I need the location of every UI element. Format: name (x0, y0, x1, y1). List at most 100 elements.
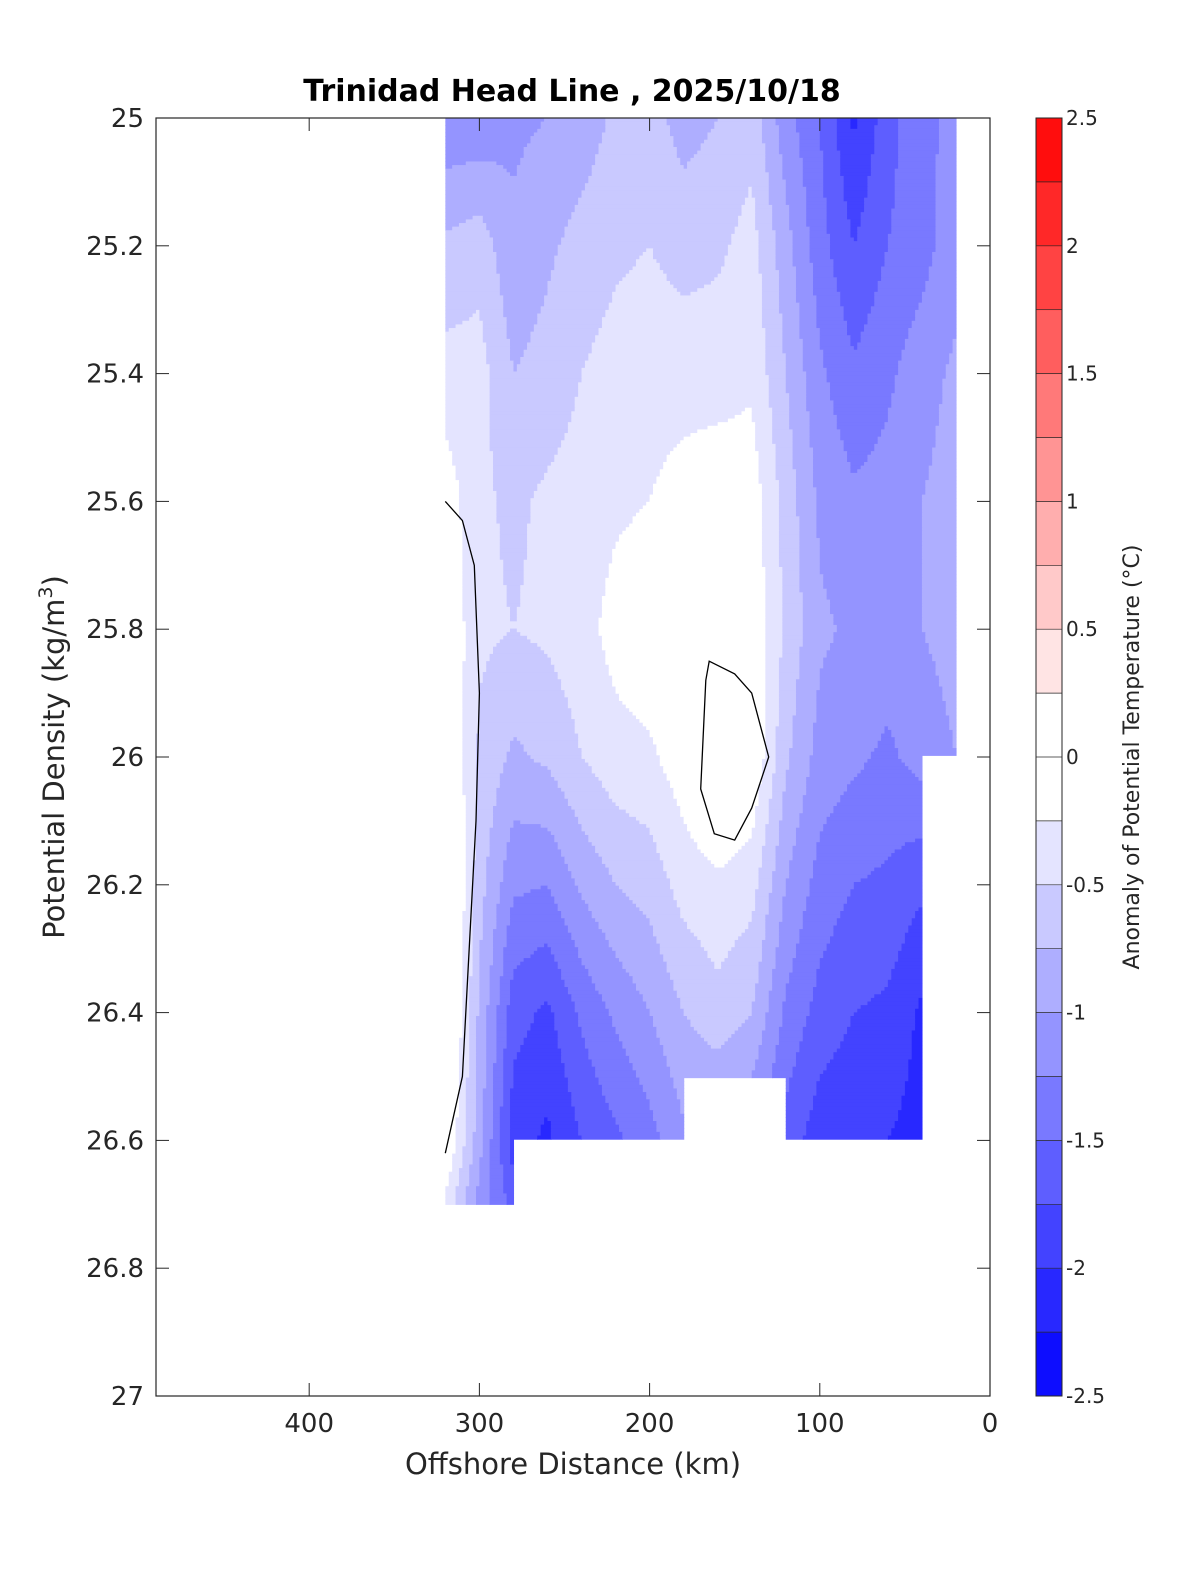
contour-cell (639, 990, 678, 995)
contour-cell (761, 291, 780, 297)
contour-cell (792, 259, 811, 264)
contour-cell (445, 805, 467, 811)
contour-cell (697, 936, 739, 941)
contour-cell (789, 766, 811, 771)
contour-cell (952, 737, 957, 742)
contour-cell (550, 1128, 579, 1133)
contour-cell (778, 943, 797, 948)
contour-cell (823, 154, 841, 159)
contour-cell (510, 1121, 545, 1126)
contour-cell (663, 867, 760, 872)
contour-cell (792, 737, 814, 742)
contour-cell (765, 679, 780, 684)
contour-cell (843, 179, 869, 184)
contour-cell (486, 1008, 498, 1013)
contour-cell (445, 1146, 457, 1151)
contour-cell (479, 961, 494, 966)
contour-cell (867, 317, 916, 322)
contour-cell (445, 433, 491, 438)
contour-cell (493, 958, 504, 963)
contour-cell (601, 643, 766, 648)
contour-cell (510, 606, 518, 612)
contour-cell (523, 353, 589, 358)
contour-cell (812, 284, 838, 289)
contour-cell (847, 900, 923, 905)
contour-cell (489, 1149, 501, 1155)
contour-cell (860, 1005, 920, 1010)
contour-cell (547, 766, 593, 771)
contour-cell (935, 186, 957, 192)
contour-cell (506, 1005, 542, 1010)
contour-cell (591, 1059, 630, 1064)
contour-cell (666, 1059, 756, 1064)
contour-cell (465, 805, 477, 811)
contour-cell (819, 965, 896, 970)
contour-cell (772, 215, 790, 220)
contour-cell (465, 643, 498, 648)
contour-cell (901, 1102, 923, 1108)
contour-cell (544, 299, 613, 304)
contour-cell (571, 994, 603, 999)
contour-cell (799, 331, 821, 336)
contour-cell (891, 219, 937, 224)
contour-cell (775, 472, 797, 478)
contour-cell (506, 168, 518, 173)
contour-cell (445, 657, 467, 662)
contour-cell (690, 433, 756, 438)
contour-cell (527, 143, 600, 148)
contour-cell (785, 371, 807, 376)
contour-cell (574, 1110, 613, 1115)
contour-cell (945, 371, 957, 376)
contour-cell (748, 921, 766, 927)
contour-cell (795, 501, 817, 507)
contour-cell (520, 360, 586, 365)
contour-cell (843, 309, 872, 315)
contour-cell (809, 248, 831, 253)
contour-cell (765, 932, 780, 937)
contour-cell (826, 215, 848, 220)
contour-cell (445, 983, 463, 988)
contour-cell (772, 414, 790, 420)
contour-cell (496, 1026, 508, 1032)
contour-cell (911, 320, 957, 325)
contour-cell (819, 961, 896, 966)
contour-cell (819, 338, 852, 344)
contour-cell (761, 288, 780, 293)
contour-cell (622, 889, 675, 894)
contour-cell (445, 342, 487, 347)
contour-cell (799, 154, 824, 159)
contour-cell (870, 157, 899, 163)
contour-cell (942, 393, 957, 398)
contour-cell (506, 939, 576, 945)
contour-cell (697, 842, 746, 847)
contour-cell (445, 708, 463, 713)
contour-cell (704, 853, 736, 858)
contour-cell (445, 1106, 460, 1111)
contour-cell (782, 621, 804, 626)
contour-cell (785, 1124, 807, 1129)
contour-cell (496, 1023, 508, 1028)
contour-cell (462, 675, 484, 680)
contour-cell (482, 929, 494, 934)
contour-cell (823, 183, 845, 188)
contour-cell (530, 136, 603, 141)
contour-cell (506, 603, 521, 608)
contour-cell (472, 968, 480, 974)
contour-cell (513, 1066, 566, 1071)
contour-cell (516, 628, 600, 633)
contour-cell (632, 519, 763, 525)
contour-cell (653, 737, 766, 742)
contour-cell (462, 791, 477, 796)
contour-cell (925, 635, 957, 641)
contour-cell (472, 215, 484, 220)
contour-cell (516, 965, 559, 970)
contour-cell (799, 650, 828, 655)
contour-cell (639, 907, 681, 912)
contour-cell (445, 791, 463, 796)
contour-cell (938, 407, 957, 412)
contour-cell (445, 958, 463, 963)
contour-cell (475, 813, 494, 818)
contour-cell (816, 306, 845, 311)
contour-cell (445, 882, 467, 887)
contour-cell (656, 845, 698, 851)
